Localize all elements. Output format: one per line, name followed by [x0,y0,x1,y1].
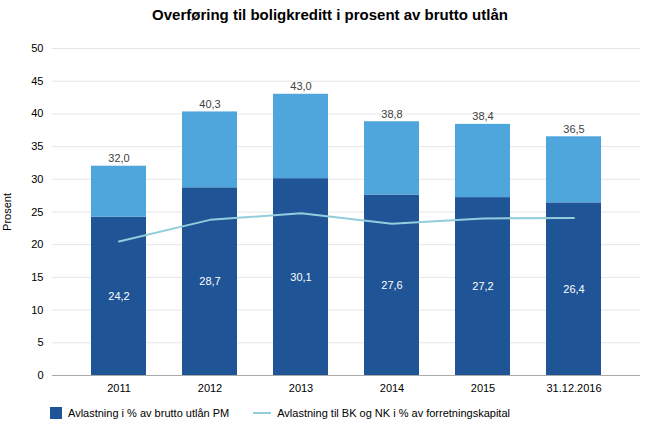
svg-text:31.12.2016: 31.12.2016 [546,382,601,394]
svg-text:Prosent: Prosent [1,193,13,231]
svg-text:50: 50 [31,42,43,54]
svg-text:24,2: 24,2 [108,290,129,302]
svg-text:40: 40 [31,107,43,119]
svg-text:28,7: 28,7 [199,275,220,287]
html-text:Avlastning i % av brutto utlån: Avlastning i % av brutto utlån PM [68,407,230,419]
svg-text:2011: 2011 [107,382,131,394]
svg-text:20: 20 [31,238,43,250]
svg-text:10: 10 [31,304,43,316]
svg-text:0: 0 [37,369,43,381]
svg-text:30,1: 30,1 [290,271,311,283]
svg-text:2014: 2014 [380,382,404,394]
svg-text:2012: 2012 [198,382,222,394]
svg-text:30: 30 [31,173,43,185]
svg-text:2013: 2013 [289,382,313,394]
svg-text:2015: 2015 [471,382,495,394]
html-text:Avlastning til BK og NK i % av: Avlastning til BK og NK i % av forretnin… [277,407,510,419]
svg-text:32,0: 32,0 [108,152,129,164]
svg-text:38,8: 38,8 [381,108,402,120]
svg-text:40,3: 40,3 [199,98,220,110]
html-text:Overføring til boligkreditt i: Overføring til boligkreditt i prosent av… [152,6,508,23]
svg-text:25: 25 [31,206,43,218]
svg-text:27,6: 27,6 [381,279,402,291]
svg-text:38,4: 38,4 [472,110,493,122]
svg-text:26,4: 26,4 [563,283,584,295]
svg-text:5: 5 [37,336,43,348]
svg-text:43,0: 43,0 [290,80,311,92]
svg-text:45: 45 [31,75,43,87]
svg-text:15: 15 [31,271,43,283]
svg-text:36,5: 36,5 [563,123,584,135]
svg-text:35: 35 [31,140,43,152]
svg-text:27,2: 27,2 [472,280,493,292]
